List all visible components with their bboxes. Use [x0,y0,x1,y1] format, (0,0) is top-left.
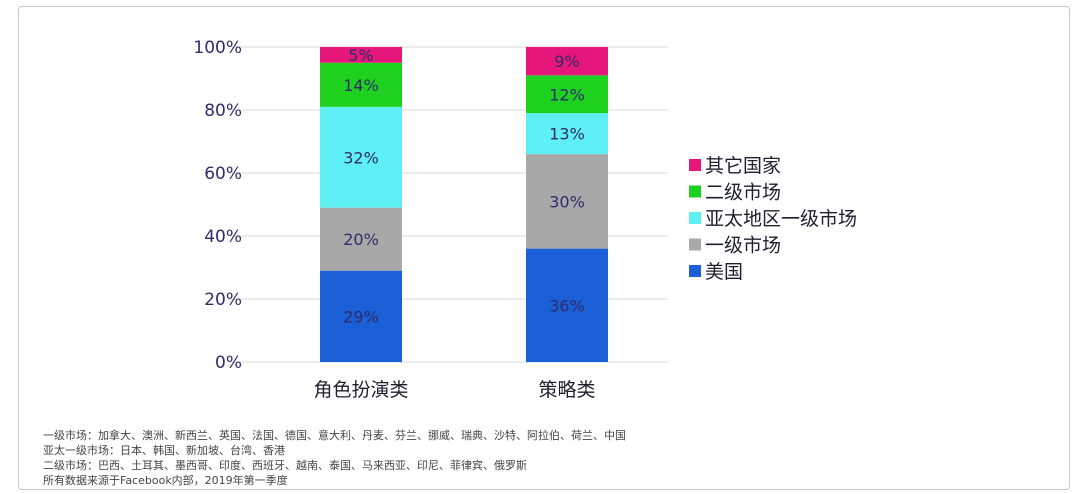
data-label: 29% [343,307,379,326]
data-label: 32% [343,148,379,167]
y-axis-ticks: 0% 20% 40% 60% 80% 100% [193,38,242,373]
y-tick-label: 20% [204,290,242,310]
legend-label: 其它国家 [705,155,781,177]
legend-label: 美国 [705,261,743,283]
legend-swatch [689,265,701,277]
bar-segment [320,62,402,107]
bar-segment [526,75,608,114]
footnote-line: 一级市场：加拿大、澳洲、新西兰、英国、法国、德国、意大利、丹麦、芬兰、挪威、瑞典… [43,429,626,442]
legend-swatch [689,238,701,251]
bar-segment [526,248,608,362]
bar-segment [320,47,402,63]
data-label: 13% [549,125,585,144]
footnote-line: 所有数据来源于Facebook内部，2019年第一季度 [43,474,288,487]
bar-segment [526,113,608,155]
y-tick-label: 0% [215,353,242,373]
data-labels: 29% 20% 32% 14% 5% 36% 30% 13% 12% 9% [343,46,585,326]
bar-segment [526,47,608,76]
y-tick-label: 60% [204,164,242,184]
data-label: 12% [549,85,585,104]
data-label: 9% [554,52,579,71]
bar-segment [320,270,402,362]
bar-segment [526,154,608,249]
data-label: 14% [343,76,379,95]
bar-segment [320,106,402,208]
legend-swatch [689,185,701,198]
data-label: 5% [348,46,373,65]
y-tick-label: 100% [193,38,242,58]
legend-label: 一级市场 [705,235,781,257]
data-label: 36% [549,296,585,315]
category-label: 角色扮演类 [313,379,408,401]
data-label: 30% [549,192,585,211]
category-labels: 角色扮演类 策略类 [313,379,595,401]
legend-label: 亚太地区一级市场 [705,208,857,230]
stacked-bar-chart: 0% 20% 40% 60% 80% 100% 29% 20% 32% 14% 5% 36% 30% 1… [193,38,857,401]
footnote-line: 亚太一级市场：日本、韩国、新加坡、台湾、香港 [43,444,285,457]
y-tick-label: 80% [204,101,242,121]
bars [320,47,608,362]
category-label: 策略类 [538,379,595,401]
legend-label: 二级市场 [705,182,781,204]
footnotes: 一级市场：加拿大、澳洲、新西兰、英国、法国、德国、意大利、丹麦、芬兰、挪威、瑞典… [43,428,626,488]
legend-swatch [689,212,701,224]
bar-segment [320,207,402,271]
legend-swatch [689,159,701,171]
y-tick-label: 40% [204,227,242,247]
data-label: 20% [343,230,379,249]
footnote-line: 二级市场：巴西、土耳其、墨西哥、印度、西班牙、越南、泰国、马来西亚、印尼、菲律宾… [43,459,527,472]
